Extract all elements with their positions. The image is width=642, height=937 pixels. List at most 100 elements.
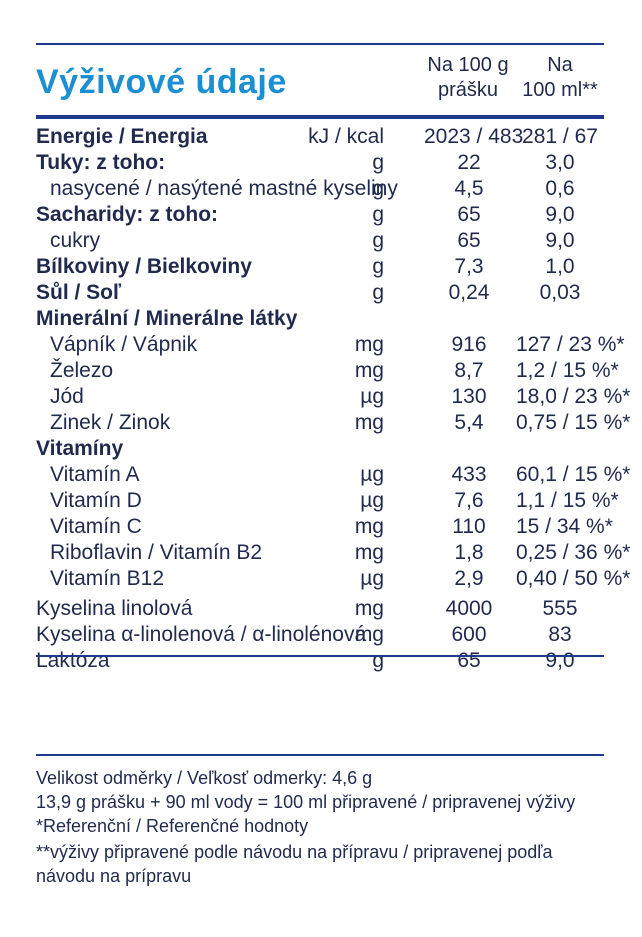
row-value-per-100ml: 281 / 67 [522,125,598,148]
row-value-per-100ml: 3,0 [545,151,575,174]
row-value-per-100g: 110 [452,515,486,538]
header-per-100g-line1: Na 100 g [427,54,509,76]
row-unit: mg [354,515,384,538]
row-label: Vitamíny [36,437,124,460]
note-prepared-2: návodu na prípravu [36,866,192,886]
row-unit: µg [360,463,384,486]
row-value-per-100ml: 127 / 23 %* [516,333,625,356]
header-per-100ml-line2: 100 ml** [522,79,598,101]
row-label: nasycené / nasýtené mastné kyseliny [50,177,398,200]
note-preparation: 13,9 g prášku + 90 ml vody = 100 ml přip… [36,792,576,812]
table-row: Železo mg 8,7 1,2 / 15 %* [36,358,619,384]
row-label: Kyselina α-linolenová / α-linolénová [36,623,367,646]
header-per-100ml: Na 100 ml** [512,53,608,103]
row-label: Laktóza [36,649,110,672]
table-row: Kyselina linolová mg 4000 555 [36,596,604,622]
note-scoop-size: Velikost odměrky / Veľkosť odmerky: 4,6 … [36,768,373,788]
table-row: Jód µg 130 18,0 / 23 %* [36,384,631,410]
row-value-per-100ml: 555 [542,597,578,620]
row-label: Zinek / Zinok [50,411,171,434]
row-value-per-100g: 2,9 [454,567,484,590]
row-label: Vitamín C [50,515,142,538]
row-unit: mg [354,541,384,564]
row-label: Vápník / Vápnik [50,333,198,356]
row-value-per-100g: 65 [457,203,481,226]
row-label: Sacharidy: z toho: [36,203,219,226]
row-value-per-100ml: 1,0 [545,255,575,278]
row-value-per-100g: 7,6 [454,489,484,512]
row-value-per-100g: 65 [457,229,481,252]
row-label: Energie / Energia [36,125,208,148]
row-label: Sůl / Soľ [36,281,122,304]
row-label: Jód [50,385,84,408]
table-row: cukry g 65 9,0 [36,228,604,254]
table-row: Laktóza g 65 9,0 [36,648,604,674]
row-value-per-100ml: 83 [548,623,572,646]
row-label: Železo [50,359,114,382]
row-unit: mg [354,597,384,620]
row-value-per-100g: 2023 / 483 [424,125,524,148]
row-value-per-100ml: 0,03 [539,281,581,304]
row-label: Tuky: z toho: [36,151,166,174]
row-label: Minerální / Minerálne látky [36,307,298,330]
row-value-per-100ml: 15 / 34 %* [516,515,613,538]
note-prepared-1: **výživy připravené podle návodu na příp… [36,842,553,862]
row-value-per-100g: 1,8 [454,541,484,564]
row-label: Bílkoviny / Bielkoviny [36,255,252,278]
table-title: Výživové údaje [36,63,287,101]
row-value-per-100g: 4000 [445,597,493,620]
row-value-per-100ml: 9,0 [545,229,575,252]
table-row: Bílkoviny / Bielkoviny g 7,3 1,0 [36,254,604,280]
row-label: Vitamín D [50,489,142,512]
section-rule [36,655,604,657]
row-unit: g [372,151,384,174]
table-row: Vitamín C mg 110 15 / 34 %* [36,514,613,540]
table-row: Zinek / Zinok mg 5,4 0,75 / 15 %* [36,410,630,436]
header-per-100g: Na 100 g prášku [420,53,516,103]
table-row: Vitamín B12 µg 2,9 0,40 / 50 %* [36,566,631,592]
row-unit: g [372,281,384,304]
row-unit: mg [354,623,384,646]
row-value-per-100g: 5,4 [454,411,484,434]
table-row: Kyselina α-linolenová / α-linolénová mg 60… [36,622,604,648]
row-unit: µg [360,385,384,408]
row-value-per-100ml: 1,2 / 15 %* [516,359,619,382]
table-row: nasycené / nasýtené mastné kyseliny g 4,5 0… [36,176,604,202]
top-rule [36,43,604,45]
row-unit: µg [360,489,384,512]
table-row: Vitamín D µg 7,6 1,1 / 15 %* [36,488,619,514]
row-unit: g [372,649,384,672]
row-value-per-100g: 4,5 [454,177,484,200]
row-unit: mg [354,359,384,382]
table-row: Sůl / Soľ g 0,24 0,03 [36,280,604,306]
table-row: Vitamíny [36,436,604,462]
row-unit: mg [354,333,384,356]
row-value-per-100ml: 0,25 / 36 %* [516,541,631,564]
row-value-per-100ml: 18,0 / 23 %* [516,385,631,408]
table-row: Energie / Energia kJ / kcal 2023 / 483 281 … [36,124,604,150]
row-value-per-100ml: 0,6 [545,177,575,200]
row-label: Vitamín B12 [50,567,165,590]
table-row: Vitamín A µg 433 60,1 / 15 %* [36,462,630,488]
header-rule [36,115,604,119]
row-value-per-100ml: 0,40 / 50 %* [516,567,631,590]
row-value-per-100g: 22 [457,151,481,174]
header-per-100g-line2: prášku [437,79,499,101]
row-unit: µg [360,567,384,590]
header-per-100ml-line1: Na [547,54,573,76]
row-unit: g [372,229,384,252]
bottom-rule [36,754,604,756]
row-value-per-100g: 130 [451,385,487,408]
table-row: Sacharidy: z toho: g 65 9,0 [36,202,604,228]
row-label: cukry [50,229,101,252]
table-row: Vápník / Vápnik mg 916 127 / 23 %* [36,332,625,358]
row-unit: kJ / kcal [308,125,384,148]
row-value-per-100g: 916 [451,333,487,356]
row-value-per-100g: 7,3 [454,255,484,278]
row-value-per-100g: 600 [451,623,487,646]
row-value-per-100ml: 1,1 / 15 %* [516,489,619,512]
table-row: Riboflavin / Vitamín B2 mg 1,8 0,25 / 36 %* [36,540,631,566]
row-value-per-100ml: 9,0 [545,649,575,672]
row-unit: g [372,203,384,226]
row-unit: g [372,177,384,200]
